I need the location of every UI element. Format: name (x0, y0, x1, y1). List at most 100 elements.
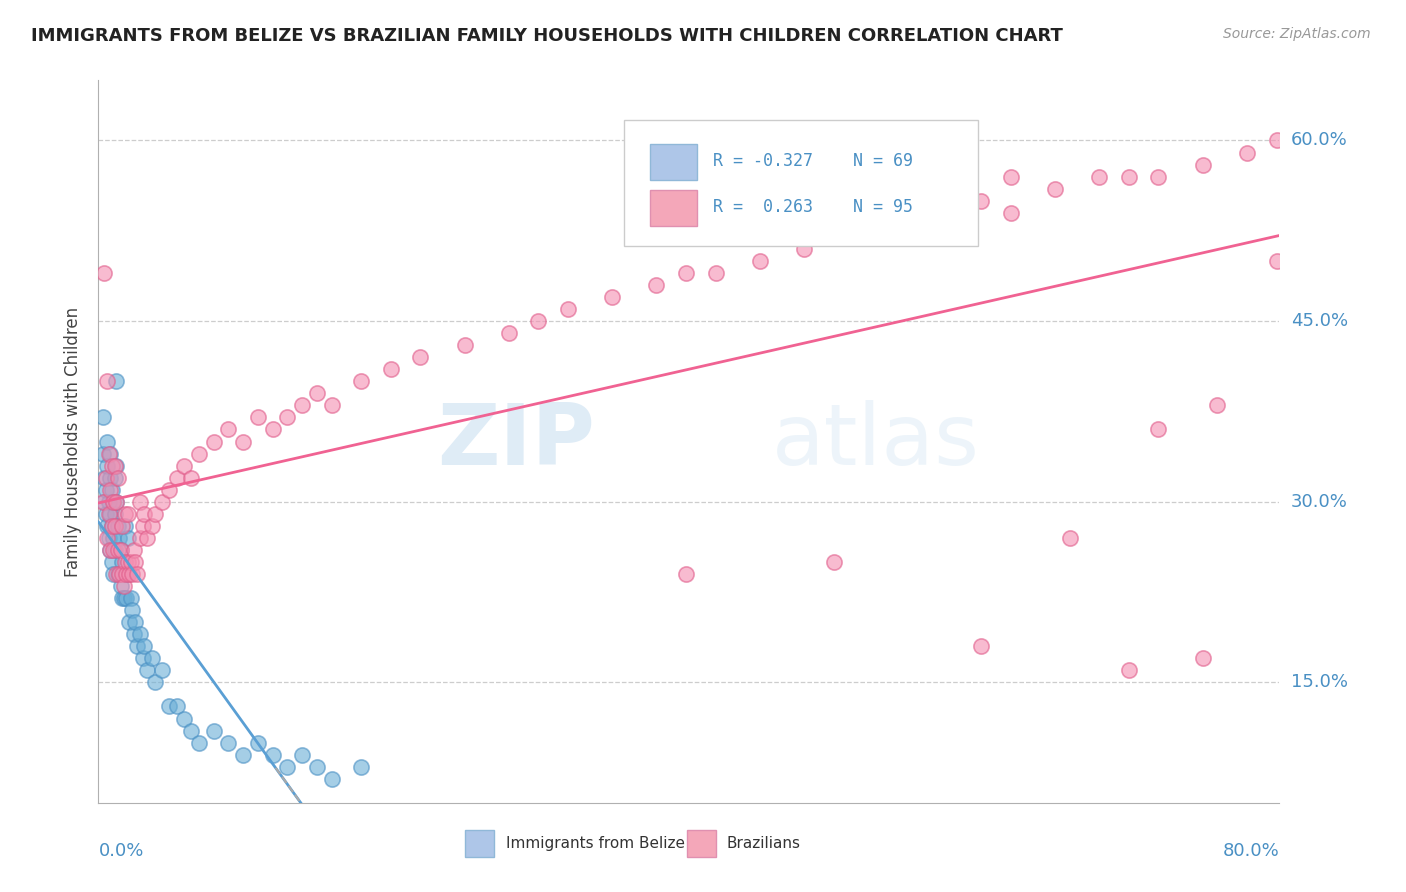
Point (117, 555, 139, 569)
Point (157, 699, 180, 714)
Point (93, 470, 115, 484)
Point (675, 266, 697, 280)
Point (111, 591, 134, 606)
Point (107, 518, 129, 533)
Point (105, 567, 128, 582)
Point (380, 362, 402, 376)
Point (107, 542, 129, 557)
Point (180, 470, 202, 484)
Point (96, 518, 118, 533)
Point (91, 410, 114, 425)
Point (108, 567, 131, 582)
Point (120, 555, 142, 569)
Point (557, 301, 579, 316)
Point (1191, 651, 1213, 665)
Point (91, 494, 114, 508)
Point (350, 374, 373, 388)
Point (96, 531, 118, 545)
Text: 60.0%: 60.0% (1291, 131, 1347, 150)
Point (1147, 169, 1170, 184)
Point (1043, 181, 1066, 195)
Point (262, 423, 284, 437)
Point (141, 518, 163, 533)
Text: 30.0%: 30.0% (1291, 492, 1347, 511)
Point (321, 398, 343, 412)
Point (291, 747, 314, 762)
Point (1265, 133, 1288, 147)
Point (246, 410, 269, 425)
Point (115, 591, 138, 606)
Point (187, 735, 209, 749)
Point (103, 494, 125, 508)
Point (105, 494, 128, 508)
Point (143, 507, 166, 521)
Point (675, 567, 697, 582)
Point (121, 603, 143, 617)
Point (104, 458, 127, 473)
Point (111, 555, 134, 569)
Point (970, 194, 993, 208)
Text: IMMIGRANTS FROM BELIZE VS BRAZILIAN FAMILY HOUSEHOLDS WITH CHILDREN CORRELATION : IMMIGRANTS FROM BELIZE VS BRAZILIAN FAMI… (31, 27, 1063, 45)
Text: 80.0%: 80.0% (1223, 842, 1279, 860)
Point (103, 567, 125, 582)
Point (157, 483, 180, 497)
Point (1059, 531, 1081, 545)
Point (350, 760, 373, 774)
Point (98, 542, 121, 557)
Point (104, 507, 127, 521)
Point (105, 458, 128, 473)
Point (202, 434, 225, 449)
Point (100, 483, 122, 497)
Point (107, 567, 129, 582)
Point (704, 266, 727, 280)
Point (1147, 423, 1170, 437)
Text: R =  0.263    N = 95: R = 0.263 N = 95 (713, 198, 912, 217)
Point (823, 229, 845, 244)
Point (124, 555, 146, 569)
Point (94, 483, 117, 497)
Point (93, 494, 115, 508)
Point (305, 760, 328, 774)
Text: 45.0%: 45.0% (1291, 312, 1348, 330)
Point (232, 747, 254, 762)
Point (118, 567, 141, 582)
Point (100, 518, 122, 533)
Point (111, 567, 134, 582)
Point (1191, 157, 1213, 171)
Text: 0.0%: 0.0% (98, 842, 143, 860)
Point (94, 507, 117, 521)
Text: Brazilians: Brazilians (727, 836, 801, 851)
Point (104, 542, 127, 557)
Point (645, 169, 668, 184)
Point (321, 772, 343, 786)
Point (141, 651, 163, 665)
Point (128, 494, 150, 508)
Point (187, 446, 209, 460)
Bar (650, 144, 697, 180)
Point (1206, 398, 1229, 412)
Point (134, 507, 156, 521)
Point (112, 579, 135, 593)
Bar (686, 830, 716, 857)
Point (262, 747, 284, 762)
Point (852, 229, 875, 244)
Point (134, 639, 156, 653)
Point (291, 398, 314, 412)
Point (98, 483, 121, 497)
Point (305, 386, 328, 401)
Point (96, 458, 118, 473)
Point (793, 242, 815, 256)
Point (110, 542, 132, 557)
Point (180, 723, 202, 738)
Point (1000, 205, 1022, 219)
Point (1236, 145, 1258, 160)
Point (110, 579, 132, 593)
Point (128, 627, 150, 641)
Point (117, 531, 139, 545)
Point (276, 760, 298, 774)
Point (111, 518, 134, 533)
Point (97, 531, 120, 545)
Point (100, 458, 122, 473)
Point (114, 518, 136, 533)
Text: 15.0%: 15.0% (1291, 673, 1347, 691)
